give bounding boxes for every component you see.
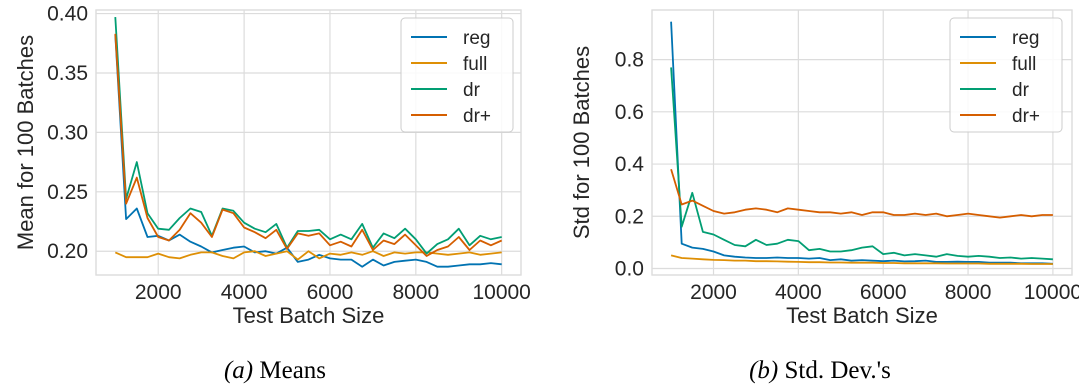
legend-label-reg: reg	[1012, 28, 1039, 49]
y-tick-label: 0.4	[615, 153, 645, 176]
series-line-reg	[670, 21, 1053, 265]
plot-frame	[651, 9, 1073, 276]
x-tick-label: 8000	[945, 281, 992, 304]
y-tick-label: 0.2	[615, 205, 644, 228]
legend: reg full dr dr+	[400, 17, 514, 133]
legend-label-dr: dr	[1012, 80, 1030, 101]
series-line-drplus	[670, 169, 1053, 219]
x-tick-label: 10000	[472, 281, 530, 304]
series-line-reg	[114, 34, 502, 268]
x-tick-label: 6000	[860, 281, 907, 304]
series-line-dr	[670, 67, 1053, 261]
y-tick-label: 0.0	[615, 257, 644, 280]
x-tick-label: 2000	[135, 281, 182, 304]
x-axis-label: Test Batch Size	[233, 303, 385, 328]
plot-frame	[95, 9, 522, 276]
x-tick-label: 4000	[221, 281, 268, 304]
series-line-full	[670, 254, 1053, 265]
y-tick-label: 0.6	[615, 101, 644, 124]
y-tick-label: 0.20	[47, 240, 88, 263]
legend-label-drplus: dr+	[463, 106, 491, 127]
legend-label-full: full	[463, 54, 487, 75]
legend: reg full dr dr+	[949, 17, 1063, 133]
y-tick-label: 0.35	[47, 62, 88, 85]
series-line-dr	[114, 17, 502, 255]
y-tick-label: 0.8	[615, 49, 644, 72]
caption-means: (a) Means	[224, 357, 326, 384]
legend-label-reg: reg	[463, 28, 490, 49]
x-tick-label: 8000	[392, 281, 439, 304]
y-tick-label: 0.25	[47, 181, 88, 204]
chart-stds: 2000 4000 6000 8000 10000 0.0 0.2 0.4 0.6 0.8 Test…	[569, 9, 1079, 328]
caption-stds: (b) Std. Dev.'s	[749, 357, 891, 384]
legend-box	[949, 17, 1063, 133]
series-line-full	[114, 250, 502, 261]
x-tick-label: 6000	[307, 281, 354, 304]
legend-label-drplus: dr+	[1012, 106, 1040, 127]
legend-label-dr: dr	[463, 80, 481, 101]
legend-box	[400, 17, 514, 133]
y-axis-label: Mean for 100 Batches	[13, 35, 38, 250]
x-tick-label: 10000	[1024, 281, 1079, 304]
y-axis-label: Std for 100 Batches	[569, 46, 594, 239]
x-axis-label: Test Batch Size	[786, 303, 938, 328]
legend-label-full: full	[1012, 54, 1036, 75]
series-line-drplus	[114, 33, 503, 257]
x-tick-label: 2000	[690, 281, 737, 304]
chart-means: 2000 4000 6000 8000 10000 0.20 0.25 0.30 0.35 0.4…	[13, 3, 531, 328]
x-tick-label: 4000	[775, 281, 822, 304]
y-tick-label: 0.30	[47, 121, 88, 144]
y-tick-label: 0.40	[47, 3, 88, 26]
